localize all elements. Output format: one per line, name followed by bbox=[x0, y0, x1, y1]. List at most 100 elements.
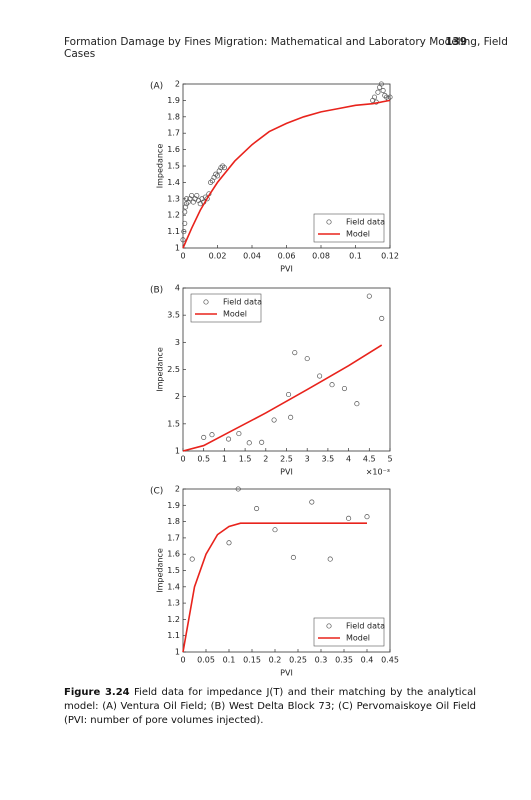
y-tick-label: 1 bbox=[175, 648, 180, 657]
y-tick-label: 1.3 bbox=[167, 599, 180, 608]
panel-label: (C) bbox=[150, 487, 163, 497]
y-tick-label: 3.5 bbox=[167, 311, 180, 320]
y-tick-label: 1.5 bbox=[167, 162, 180, 171]
data-point bbox=[290, 554, 296, 561]
legend-box bbox=[190, 293, 262, 323]
data-point bbox=[225, 436, 232, 442]
data-point bbox=[366, 293, 372, 299]
data-point bbox=[189, 192, 195, 199]
data-point bbox=[236, 431, 242, 437]
x-tick-label: 4 bbox=[346, 455, 351, 464]
data-point bbox=[383, 94, 390, 100]
legend-label: Model bbox=[223, 310, 247, 319]
data-point bbox=[180, 237, 186, 243]
data-point bbox=[364, 514, 370, 520]
data-point bbox=[209, 432, 215, 438]
y-axis-label: Impedance bbox=[156, 548, 165, 593]
y-tick-label: 1.4 bbox=[167, 178, 180, 187]
x-tick-label: 3 bbox=[305, 455, 310, 464]
x-multiplier: ×10⁻³ bbox=[366, 468, 390, 477]
x-tick-label: 0.35 bbox=[335, 656, 353, 665]
x-tick-label: 0 bbox=[180, 455, 185, 464]
legend-box bbox=[313, 213, 385, 243]
model-line bbox=[182, 344, 383, 452]
x-tick-label: 0.15 bbox=[243, 656, 261, 665]
y-tick-label: 1.2 bbox=[167, 211, 180, 220]
x-tick-label: 0.12 bbox=[381, 252, 399, 261]
data-point bbox=[382, 92, 388, 99]
y-tick-label: 1.5 bbox=[167, 566, 180, 575]
data-point bbox=[246, 440, 252, 446]
x-tick-label: 0.08 bbox=[312, 252, 330, 261]
y-tick-label: 1.2 bbox=[167, 615, 180, 624]
x-tick-label: 2.5 bbox=[280, 455, 293, 464]
y-tick-label: 1.1 bbox=[167, 227, 180, 236]
x-tick-label: 0.4 bbox=[361, 656, 374, 665]
data-point bbox=[254, 506, 260, 512]
data-point bbox=[371, 94, 378, 100]
legend-swatch bbox=[203, 299, 209, 305]
running-head: Formation Damage by Fines Migration: Mat… bbox=[64, 36, 508, 60]
data-point bbox=[378, 81, 384, 87]
data-point bbox=[235, 486, 241, 492]
x-tick-label: 0 bbox=[180, 656, 185, 665]
data-point bbox=[183, 204, 189, 210]
x-tick-label: 0 bbox=[180, 252, 185, 261]
y-tick-label: 1.9 bbox=[167, 96, 180, 105]
data-point bbox=[214, 173, 221, 179]
y-tick-label: 2 bbox=[175, 392, 180, 401]
y-tick-label: 1.5 bbox=[167, 419, 180, 428]
x-tick-label: 0.5 bbox=[197, 455, 210, 464]
data-point bbox=[201, 434, 207, 440]
x-tick-label: 0.45 bbox=[381, 656, 399, 665]
data-point bbox=[208, 179, 214, 185]
model-line bbox=[182, 99, 391, 249]
data-point bbox=[317, 373, 323, 379]
panel-label: (A) bbox=[150, 82, 163, 92]
data-point bbox=[354, 401, 360, 407]
x-tick-label: 0.04 bbox=[243, 252, 261, 261]
data-point bbox=[183, 201, 190, 207]
caption: Figure 3.24 Field data for impedance J(T… bbox=[64, 686, 476, 728]
page-number: 139 bbox=[445, 36, 467, 48]
legend-box bbox=[313, 617, 385, 647]
legend-swatch bbox=[326, 219, 332, 225]
legend-label: Model bbox=[346, 634, 370, 643]
data-point bbox=[220, 163, 226, 169]
data-point bbox=[181, 229, 187, 235]
data-point bbox=[182, 220, 188, 226]
y-axis-label: Impedance bbox=[156, 347, 165, 392]
data-point bbox=[189, 556, 195, 562]
data-point bbox=[341, 385, 348, 392]
x-tick-label: 0.02 bbox=[209, 252, 227, 261]
data-point bbox=[292, 350, 298, 356]
data-point bbox=[286, 391, 292, 398]
legend-label: Field data bbox=[346, 218, 385, 227]
y-tick-label: 1.7 bbox=[167, 533, 180, 542]
panel-label: (B) bbox=[150, 286, 163, 296]
x-tick-label: 1 bbox=[222, 455, 227, 464]
x-axis-label: PVI bbox=[280, 669, 293, 678]
legend-label: Field data bbox=[223, 298, 262, 307]
data-point bbox=[182, 209, 188, 215]
x-tick-label: 0.06 bbox=[278, 252, 296, 261]
data-point bbox=[272, 527, 278, 533]
y-tick-label: 2 bbox=[175, 485, 180, 494]
y-tick-label: 1.9 bbox=[167, 501, 180, 510]
y-tick-label: 1.6 bbox=[167, 550, 180, 559]
x-tick-label: 3.5 bbox=[322, 455, 335, 464]
y-tick-label: 1.3 bbox=[167, 194, 180, 203]
y-axis-label: Impedance bbox=[156, 144, 165, 189]
y-tick-label: 1.4 bbox=[167, 582, 180, 591]
data-point bbox=[375, 89, 381, 95]
x-tick-label: 0.3 bbox=[315, 656, 328, 665]
x-axis-label: PVI bbox=[280, 468, 293, 477]
data-point bbox=[271, 417, 277, 423]
x-tick-label: 0.1 bbox=[349, 252, 362, 261]
x-tick-label: 4.5 bbox=[363, 455, 376, 464]
x-axis-label: PVI bbox=[280, 265, 293, 274]
x-tick-label: 5 bbox=[387, 455, 392, 464]
figure: 1 1.1 1.2 1.3 1.4 1.5 1.6 1.7 1.8 1.9 2 0 0.02 0.04 0.… bbox=[150, 80, 399, 678]
y-tick-label: 2.5 bbox=[167, 365, 180, 374]
model-line bbox=[182, 522, 367, 653]
